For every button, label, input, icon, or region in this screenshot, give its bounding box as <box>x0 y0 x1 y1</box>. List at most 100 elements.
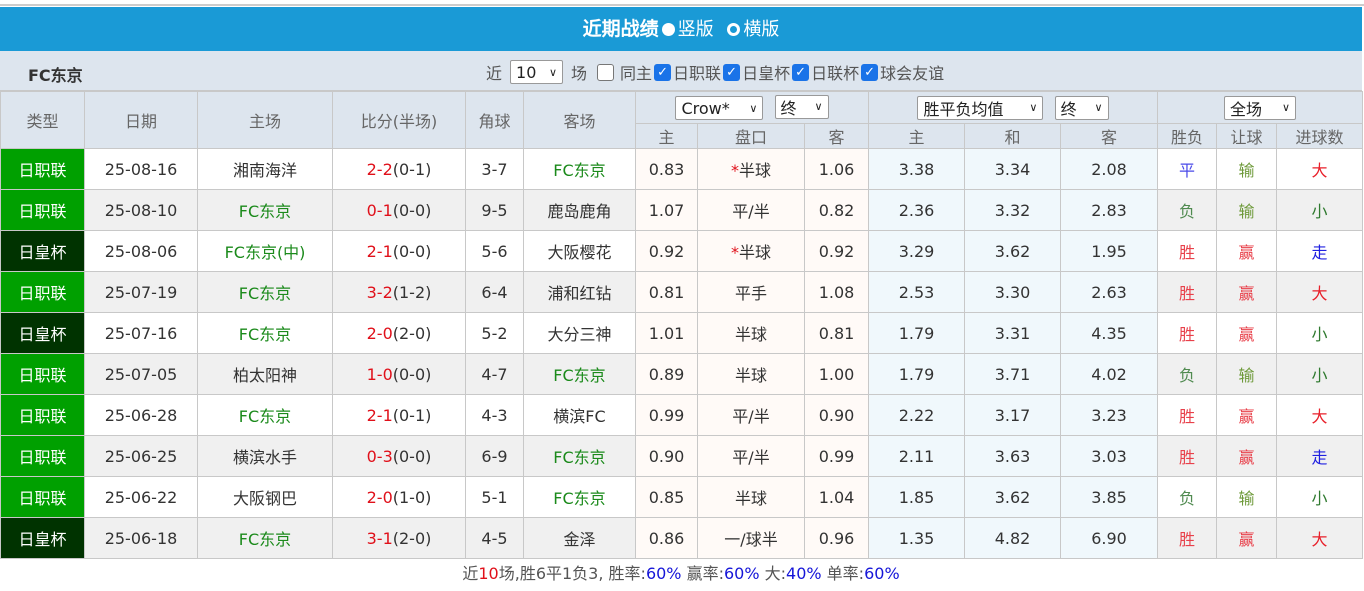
radio-horizontal-label[interactable]: 横版 <box>743 19 780 40</box>
league-badge[interactable]: 日职联 <box>0 271 85 313</box>
home-team[interactable]: FC东京 <box>197 189 333 231</box>
away-team[interactable]: 金泽 <box>523 517 636 559</box>
ah-line-value: 半球 <box>738 243 771 262</box>
match-count-select[interactable]: 10 ∨ <box>510 60 564 84</box>
half-time-score: (0-0) <box>392 200 432 220</box>
away-team[interactable]: 横滨FC <box>523 394 636 436</box>
away-team[interactable]: FC东京 <box>523 353 636 395</box>
away-team[interactable]: 鹿岛鹿角 <box>523 189 636 231</box>
company-select[interactable]: Crow* ∨ <box>675 96 764 121</box>
league-checkbox-hb[interactable]: ✓ <box>723 63 741 81</box>
euro-draw: 3.34 <box>964 148 1062 190</box>
subcol-header: 客 <box>1060 123 1159 149</box>
ah-away-odds: 1.08 <box>803 271 870 313</box>
corners: 4-5 <box>465 517 524 559</box>
league-badge[interactable]: 日职联 <box>0 353 85 395</box>
full-time-score: 0-3 <box>366 446 393 466</box>
chevron-down-icon: ∨ <box>1029 101 1038 114</box>
ah-away-odds: 1.04 <box>803 476 870 518</box>
ah-line: 半球 <box>697 476 805 518</box>
euro-type-select[interactable]: 胜平负均值 ∨ <box>917 95 1044 120</box>
same-home-label: 同主 <box>620 64 653 83</box>
half-time-score: (0-1) <box>392 405 432 425</box>
league-badge[interactable]: 日职联 <box>0 476 85 518</box>
league-badge[interactable]: 日职联 <box>0 189 85 231</box>
ah-line: 平/半 <box>697 189 805 231</box>
half-time-score: (0-0) <box>392 446 432 466</box>
radio-vertical-label[interactable]: 竖版 <box>677 19 714 40</box>
score: 3-1(2-0) <box>332 517 466 559</box>
league-checkbox-jl[interactable]: ✓ <box>654 63 672 81</box>
ah-result: 输 <box>1216 148 1278 190</box>
euro-away: 4.02 <box>1060 353 1159 395</box>
ou-result: 大 <box>1276 148 1364 190</box>
away-team[interactable]: FC东京 <box>523 476 636 518</box>
summary: 近10场,胜6平1负3, 胜率:60% 赢率:60% 大:40% 单率:60% <box>0 560 1362 588</box>
match-date: 25-06-22 <box>84 476 198 518</box>
match-date: 25-07-05 <box>84 353 198 395</box>
ah-home-odds: 1.01 <box>635 312 698 354</box>
home-team[interactable]: 横滨水手 <box>197 435 333 477</box>
league-badge[interactable]: 日职联 <box>0 394 85 436</box>
ah-away-odds: 0.92 <box>803 230 870 272</box>
home-team[interactable]: FC东京 <box>197 517 333 559</box>
ah-stage-select[interactable]: 终 ∨ <box>774 94 829 119</box>
home-team[interactable]: 大阪钢巴 <box>197 476 333 518</box>
league-badge[interactable]: 日职联 <box>0 435 85 477</box>
same-home-checkbox[interactable] <box>597 63 615 81</box>
ah-result: 输 <box>1216 353 1278 395</box>
chevron-down-icon: ∨ <box>548 65 558 79</box>
top-border <box>0 0 1364 6</box>
euro-stage-select[interactable]: 终 ∨ <box>1054 95 1109 120</box>
home-team[interactable]: 柏太阳神 <box>197 353 333 395</box>
ah-line: 平/半 <box>697 394 805 436</box>
ah-header: Crow* ∨ 终 ∨ <box>634 91 870 124</box>
radio-vertical[interactable] <box>661 23 675 36</box>
period-select[interactable]: 全场 ∨ <box>1224 95 1297 120</box>
score: 2-0(2-0) <box>332 312 466 354</box>
table-row: 日皇杯 25-07-16 FC东京 2-0(2-0) 5-2 大分三神 1.01 半球 0.81… <box>0 312 1364 354</box>
corners: 6-9 <box>465 435 524 477</box>
full-time-score: 2-1 <box>366 405 393 425</box>
radio-horizontal[interactable] <box>727 23 741 36</box>
result: 负 <box>1157 189 1218 231</box>
away-team[interactable]: 大阪樱花 <box>523 230 636 272</box>
league-badge[interactable]: 日皇杯 <box>0 230 85 272</box>
away-team[interactable]: FC东京 <box>523 435 636 477</box>
home-team[interactable]: FC东京 <box>197 271 333 313</box>
away-team[interactable]: 浦和红钻 <box>523 271 636 313</box>
league-label: 球会友谊 <box>880 64 945 83</box>
col-date: 日期 <box>84 91 198 149</box>
ah-home-odds: 0.81 <box>635 271 698 313</box>
result: 负 <box>1157 476 1218 518</box>
home-team[interactable]: FC东京 <box>197 394 333 436</box>
euro-draw: 3.31 <box>964 312 1062 354</box>
subcol-header: 胜负 <box>1157 123 1218 149</box>
league-badge[interactable]: 日职联 <box>0 148 85 190</box>
filter-bar: FC东京 近 10 ∨ 场 同主 ✓ 日职联 ✓ 日皇杯 ✓ 日联杯 ✓ 球会友谊 <box>0 51 1362 91</box>
euro-home: 1.79 <box>868 312 966 354</box>
league-checkbox-friendly[interactable]: ✓ <box>861 63 879 81</box>
home-team[interactable]: 湘南海洋 <box>197 148 333 190</box>
euro-draw: 3.32 <box>964 189 1062 231</box>
away-team[interactable]: 大分三神 <box>523 312 636 354</box>
ah-line: *半球 <box>697 230 805 272</box>
home-team[interactable]: FC东京 <box>197 312 333 354</box>
away-team[interactable]: FC东京 <box>523 148 636 190</box>
summary-count: 10 <box>478 564 499 583</box>
corners: 3-7 <box>465 148 524 190</box>
league-badge[interactable]: 日皇杯 <box>0 312 85 354</box>
half-time-score: (0-1) <box>392 159 432 179</box>
euro-away: 1.95 <box>1060 230 1159 272</box>
ah-line: 半球 <box>697 312 805 354</box>
chevron-down-icon: ∨ <box>1094 101 1103 114</box>
ah-line-value: 一/球半 <box>724 530 778 549</box>
corners: 4-3 <box>465 394 524 436</box>
league-badge[interactable]: 日皇杯 <box>0 517 85 559</box>
full-time-score: 2-0 <box>366 323 393 343</box>
home-team[interactable]: FC东京(中) <box>197 230 333 272</box>
chevron-down-icon: ∨ <box>814 100 823 114</box>
subcol-header: 和 <box>964 123 1062 149</box>
ah-result: 赢 <box>1216 517 1278 559</box>
league-checkbox-lb[interactable]: ✓ <box>792 63 810 81</box>
